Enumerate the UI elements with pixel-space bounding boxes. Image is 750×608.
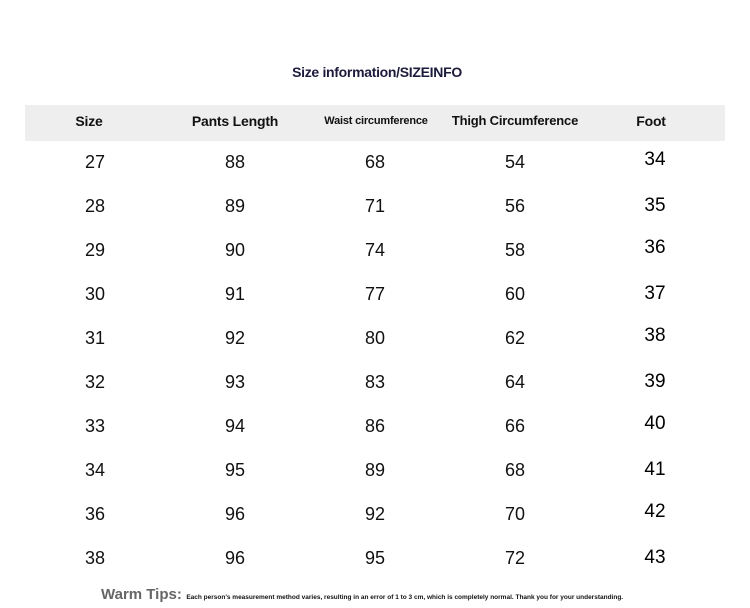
cell-thigh: 66 [504,416,526,436]
cell-size: 36 [84,504,106,524]
header-foot: Foot [636,113,666,129]
cell-foot: 35 [644,195,666,216]
table-row: 36 96 92 70 42 [0,501,750,547]
cell-thigh: 64 [504,372,526,392]
header-pants-length: Pants Length [191,113,279,129]
table-header: Size Pants Length Waist circumference Th… [25,105,725,141]
tips-label: Warm Tips: [101,586,182,603]
cell-pants-length: 96 [224,548,246,568]
table-row: 28 89 71 56 35 [0,195,750,239]
table-row: 30 91 77 60 37 [0,283,750,327]
cell-foot: 41 [644,459,666,480]
cell-thigh: 60 [504,284,526,304]
cell-foot: 42 [644,501,666,522]
cell-pants-length: 92 [224,328,246,348]
cell-size: 29 [84,240,106,260]
header-waist: Waist circumference [324,115,428,127]
cell-thigh: 68 [504,460,526,480]
cell-size: 32 [84,372,106,392]
page-title: Size information/SIZEINFO [292,64,462,80]
cell-size: 31 [84,328,106,348]
cell-foot: 34 [644,149,666,170]
cell-foot: 43 [644,547,666,568]
cell-waist: 89 [364,460,386,480]
cell-waist: 83 [364,372,386,392]
cell-pants-length: 95 [224,460,246,480]
cell-pants-length: 94 [224,416,246,436]
cell-foot: 39 [644,371,666,392]
cell-foot: 40 [644,413,666,434]
table-row: 33 94 86 66 40 [0,413,750,459]
cell-pants-length: 91 [224,284,246,304]
cell-foot: 38 [644,325,666,346]
cell-size: 34 [84,460,106,480]
cell-pants-length: 93 [224,372,246,392]
cell-thigh: 62 [504,328,526,348]
cell-foot: 36 [644,237,666,258]
cell-thigh: 54 [504,152,526,172]
cell-thigh: 70 [504,504,526,524]
cell-waist: 95 [364,548,386,568]
cell-thigh: 58 [504,240,526,260]
cell-pants-length: 96 [224,504,246,524]
cell-waist: 71 [364,196,386,216]
table-row: 29 90 74 58 36 [0,237,750,283]
cell-waist: 77 [364,284,386,304]
warm-tips: Warm Tips: Each person's measurement met… [101,586,623,604]
table-row: 32 93 83 64 39 [0,371,750,415]
header-thigh: Thigh Circumference [451,113,579,128]
cell-pants-length: 90 [224,240,246,260]
cell-pants-length: 89 [224,196,246,216]
cell-size: 28 [84,196,106,216]
cell-waist: 92 [364,504,386,524]
header-size: Size [75,113,103,129]
cell-size: 30 [84,284,106,304]
cell-pants-length: 88 [224,152,246,172]
cell-size: 38 [84,548,106,568]
cell-waist: 86 [364,416,386,436]
cell-waist: 80 [364,328,386,348]
table-row: 38 96 95 72 43 [0,547,750,591]
table-row: 31 92 80 62 38 [0,325,750,371]
cell-waist: 68 [364,152,386,172]
cell-foot: 37 [644,283,666,304]
cell-thigh: 56 [504,196,526,216]
table-row: 27 88 68 54 34 [0,149,750,195]
cell-waist: 74 [364,240,386,260]
cell-size: 33 [84,416,106,436]
tips-text: Each person's measurement method varies,… [186,594,624,601]
cell-thigh: 72 [504,548,526,568]
table-row: 34 95 89 68 41 [0,459,750,503]
cell-size: 27 [84,152,106,172]
